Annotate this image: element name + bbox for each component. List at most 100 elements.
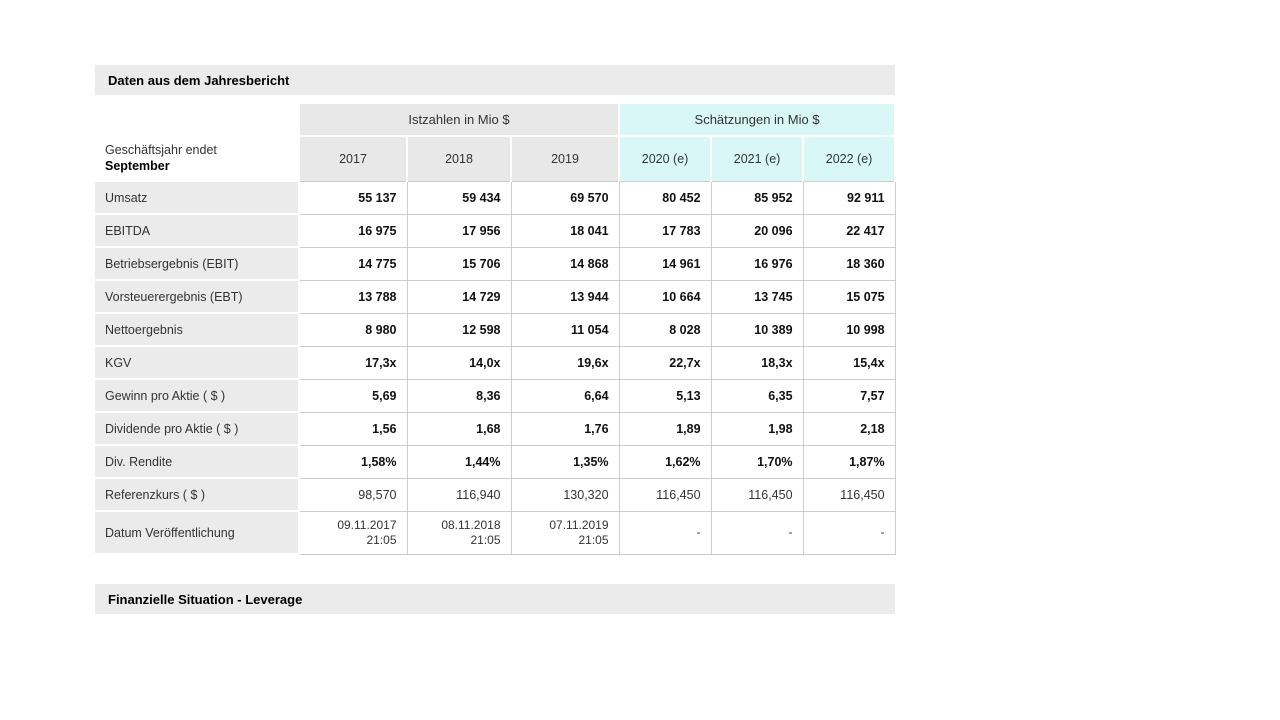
cell-value: 13 788 bbox=[298, 279, 408, 314]
cell-value: 20 096 bbox=[710, 213, 804, 248]
cell-value: 11 054 bbox=[510, 312, 620, 347]
table-row: Gewinn pro Aktie ( $ ) 5,69 8,36 6,64 5,13 6,… bbox=[95, 378, 896, 413]
cell-value: 1,87% bbox=[802, 444, 896, 479]
cell-value: 19,6x bbox=[510, 345, 620, 380]
cell-value: 1,70% bbox=[710, 444, 804, 479]
cell-value: 14 775 bbox=[298, 246, 408, 281]
annual-report-table: Istzahlen in Mio $ Schätzungen in Mio $ … bbox=[95, 102, 897, 555]
year-header-row: Geschäftsjahr endet September 2017 2018 20… bbox=[95, 135, 897, 182]
row-label: Div. Rendite bbox=[95, 444, 300, 479]
row-label: Betriebsergebnis (EBIT) bbox=[95, 246, 300, 281]
corner-empty-cell bbox=[95, 103, 299, 136]
fiscal-year-label-line1: Geschäftsjahr endet bbox=[105, 143, 217, 157]
group-header-estimates: Schätzungen in Mio $ bbox=[618, 102, 897, 137]
cell-value: 98,570 bbox=[298, 477, 408, 512]
cell-value: 2,18 bbox=[802, 411, 896, 446]
cell-value: 18,3x bbox=[710, 345, 804, 380]
table-row: Vorsteuerergebnis (EBT) 13 788 14 729 13 94… bbox=[95, 279, 896, 314]
cell-value: 7,57 bbox=[802, 378, 896, 413]
cell-value: - bbox=[710, 510, 804, 555]
cell-value: 14 868 bbox=[510, 246, 620, 281]
row-label: Nettoergebnis bbox=[95, 312, 300, 347]
cell-value: - bbox=[802, 510, 896, 555]
cell-value: 16 976 bbox=[710, 246, 804, 281]
cell-value: 14 961 bbox=[618, 246, 712, 281]
table-row: Betriebsergebnis (EBIT) 14 775 15 706 14 86… bbox=[95, 246, 896, 281]
column-header-2017: 2017 bbox=[298, 135, 408, 182]
cell-value: 1,44% bbox=[406, 444, 512, 479]
cell-value: 22,7x bbox=[618, 345, 712, 380]
cell-value: 5,13 bbox=[618, 378, 712, 413]
row-label: Vorsteuerergebnis (EBT) bbox=[95, 279, 300, 314]
cell-value: 8,36 bbox=[406, 378, 512, 413]
cell-value: 80 452 bbox=[618, 180, 712, 215]
cell-value: 22 417 bbox=[802, 213, 896, 248]
cell-value: 92 911 bbox=[802, 180, 896, 215]
section-header-leverage: Finanzielle Situation - Leverage bbox=[95, 584, 895, 614]
row-label: Referenzkurs ( $ ) bbox=[95, 477, 300, 512]
cell-value: 130,320 bbox=[510, 477, 620, 512]
cell-value: 12 598 bbox=[406, 312, 512, 347]
cell-value: 1,62% bbox=[618, 444, 712, 479]
group-header-row: Istzahlen in Mio $ Schätzungen in Mio $ bbox=[95, 102, 897, 137]
cell-value: 14 729 bbox=[406, 279, 512, 314]
cell-value: 17,3x bbox=[298, 345, 408, 380]
fiscal-year-label-line2: September bbox=[105, 159, 170, 173]
column-header-2018: 2018 bbox=[406, 135, 512, 182]
row-label: Datum Veröffentlichung bbox=[95, 510, 300, 555]
row-label: EBITDA bbox=[95, 213, 300, 248]
cell-value: 09.11.2017 21:05 bbox=[298, 510, 408, 555]
cell-value: 15,4x bbox=[802, 345, 896, 380]
cell-value: 1,76 bbox=[510, 411, 620, 446]
cell-value: 1,58% bbox=[298, 444, 408, 479]
cell-value: 13 944 bbox=[510, 279, 620, 314]
cell-value: 116,450 bbox=[802, 477, 896, 512]
cell-value: 6,35 bbox=[710, 378, 804, 413]
cell-value: 14,0x bbox=[406, 345, 512, 380]
column-header-2020-e: 2020 (e) bbox=[618, 135, 713, 182]
row-label: KGV bbox=[95, 345, 300, 380]
cell-value: 59 434 bbox=[406, 180, 512, 215]
cell-value: 116,940 bbox=[406, 477, 512, 512]
table-row: Nettoergebnis 8 980 12 598 11 054 8 028 10 38… bbox=[95, 312, 896, 347]
cell-value: 69 570 bbox=[510, 180, 620, 215]
cell-value: 85 952 bbox=[710, 180, 804, 215]
cell-value: 1,35% bbox=[510, 444, 620, 479]
cell-value: 1,98 bbox=[710, 411, 804, 446]
cell-value: 5,69 bbox=[298, 378, 408, 413]
cell-value: 17 956 bbox=[406, 213, 512, 248]
fiscal-year-label: Geschäftsjahr endet September bbox=[95, 136, 299, 181]
cell-value: 55 137 bbox=[298, 180, 408, 215]
cell-value: 6,64 bbox=[510, 378, 620, 413]
cell-value: 15 706 bbox=[406, 246, 512, 281]
cell-value: 1,68 bbox=[406, 411, 512, 446]
section-title: Finanzielle Situation - Leverage bbox=[108, 592, 303, 607]
cell-value: 16 975 bbox=[298, 213, 408, 248]
cell-value: 10 664 bbox=[618, 279, 712, 314]
cell-value: 07.11.2019 21:05 bbox=[510, 510, 620, 555]
cell-value: 10 389 bbox=[710, 312, 804, 347]
column-header-2021-e: 2021 (e) bbox=[710, 135, 805, 182]
table-row: KGV 17,3x 14,0x 19,6x 22,7x 18,3x 15,4x bbox=[95, 345, 896, 380]
cell-value: 18 041 bbox=[510, 213, 620, 248]
table-row: EBITDA 16 975 17 956 18 041 17 783 20 096 22 4… bbox=[95, 213, 896, 248]
table-row: Dividende pro Aktie ( $ ) 1,56 1,68 1,76 1,8… bbox=[95, 411, 896, 446]
table-row: Div. Rendite 1,58% 1,44% 1,35% 1,62% 1,70% 1,8… bbox=[95, 444, 896, 479]
cell-value: 17 783 bbox=[618, 213, 712, 248]
page: Daten aus dem Jahresbericht Istzahlen in… bbox=[95, 65, 897, 614]
column-header-2022-e: 2022 (e) bbox=[802, 135, 897, 182]
group-header-actuals: Istzahlen in Mio $ bbox=[297, 102, 621, 137]
table-row: Datum Veröffentlichung 09.11.2017 21:05 08… bbox=[95, 510, 896, 555]
cell-value: 1,89 bbox=[618, 411, 712, 446]
cell-value: 10 998 bbox=[802, 312, 896, 347]
table-row: Referenzkurs ( $ ) 98,570 116,940 130,320 11… bbox=[95, 477, 896, 512]
cell-value: 116,450 bbox=[710, 477, 804, 512]
cell-value: - bbox=[618, 510, 712, 555]
column-header-2019: 2019 bbox=[509, 135, 621, 182]
cell-value: 8 028 bbox=[618, 312, 712, 347]
row-label: Gewinn pro Aktie ( $ ) bbox=[95, 378, 300, 413]
cell-value: 8 980 bbox=[298, 312, 408, 347]
cell-value: 13 745 bbox=[710, 279, 804, 314]
section-title: Daten aus dem Jahresbericht bbox=[108, 73, 290, 88]
row-label: Dividende pro Aktie ( $ ) bbox=[95, 411, 300, 446]
